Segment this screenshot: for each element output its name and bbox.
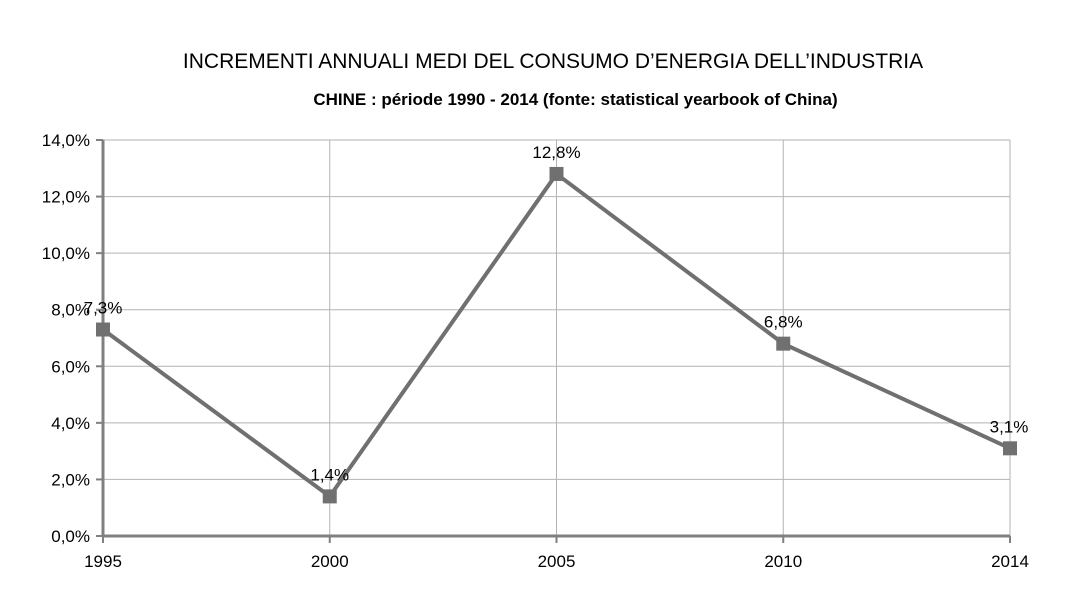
x-tick-labels: 1995 2000 2005 2010 2014 — [84, 552, 1029, 571]
x-tick-label: 2000 — [311, 552, 349, 571]
chart-subtitle: CHINE : période 1990 - 2014 (fonte: stat… — [313, 90, 838, 109]
chart-title: INCREMENTI ANNUALI MEDI DEL CONSUMO D’EN… — [182, 50, 924, 73]
data-point-marker — [96, 322, 110, 337]
y-tick-label: 0,0% — [51, 527, 90, 546]
y-tick-label: 2,0% — [51, 470, 90, 489]
data-point-marker — [1003, 441, 1017, 456]
data-label: 3,1% — [990, 417, 1029, 436]
data-label: 1,4% — [310, 465, 349, 484]
y-tick-label: 12,0% — [42, 188, 90, 207]
axes — [96, 139, 1011, 543]
data-point-marker — [549, 166, 564, 181]
y-tick-label: 4,0% — [51, 414, 90, 433]
y-tick-label: 8,0% — [51, 301, 90, 320]
x-tick-label: 1995 — [84, 552, 122, 571]
x-tick-label: 2005 — [538, 552, 576, 571]
data-labels: 7,3% 1,4% 12,8% 6,8% 3,1% — [84, 143, 1029, 484]
y-tick-label: 10,0% — [42, 244, 90, 263]
x-tick-label: 2014 — [991, 552, 1029, 571]
y-tick-label: 14,0% — [42, 131, 90, 150]
data-label: 6,8% — [764, 313, 803, 332]
data-series — [96, 166, 1017, 504]
data-point-marker — [776, 336, 791, 351]
y-tick-label: 6,0% — [51, 357, 90, 376]
grid-lines — [103, 139, 1011, 536]
data-label: 7,3% — [84, 299, 123, 318]
y-tick-labels: 0,0% 2,0% 4,0% 6,0% 8,0% 10,0% 12,0% 14,0% — [42, 131, 90, 546]
data-point-marker — [322, 489, 337, 504]
x-tick-label: 2010 — [764, 552, 802, 571]
data-label: 12,8% — [532, 143, 580, 162]
